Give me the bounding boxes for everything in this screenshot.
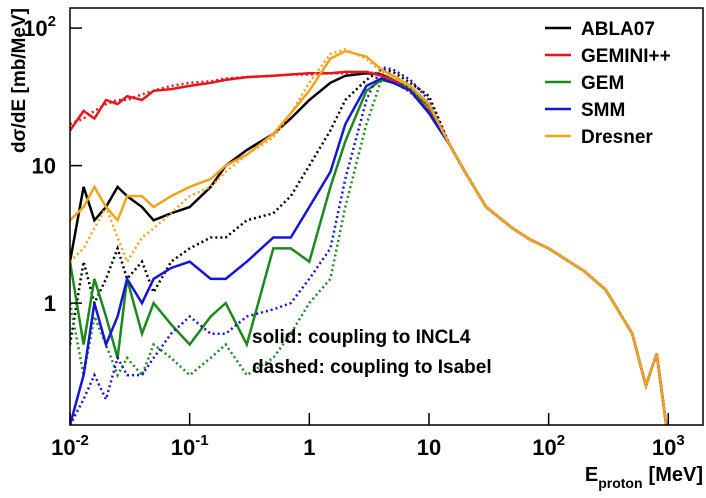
y-tick-label: 1 bbox=[44, 291, 56, 316]
y-tick-label: 102 bbox=[23, 13, 56, 41]
x-tick-label: 103 bbox=[652, 432, 685, 460]
x-title-unit: [MeV] bbox=[649, 464, 703, 486]
x-tick-label-exp: 3 bbox=[676, 432, 684, 449]
x-tick-label-exp: -2 bbox=[76, 432, 89, 449]
legend-label: Dresner bbox=[581, 127, 653, 148]
dotted-line bbox=[70, 48, 668, 425]
x-title-sub: proton bbox=[598, 475, 642, 491]
x-tick-label: 10 bbox=[417, 435, 441, 460]
dotted-line bbox=[70, 74, 668, 425]
annotation: dashed: coupling to Isabel bbox=[252, 357, 492, 378]
legend-label: GEMINI++ bbox=[581, 46, 671, 67]
legend-label: GEM bbox=[581, 73, 624, 94]
y-tick-label-exp: 2 bbox=[48, 13, 56, 30]
legend-label: SMM bbox=[581, 100, 625, 121]
x-tick-label-base: 10 bbox=[171, 435, 195, 460]
x-tick-label-base: 10 bbox=[51, 435, 75, 460]
x-tick-label: 10-1 bbox=[171, 432, 209, 460]
y-tick-label: 10 bbox=[32, 154, 56, 179]
y-axis-title: dσ/dE [mb/MeV] bbox=[9, 8, 30, 153]
legend-label: ABLA07 bbox=[581, 19, 655, 40]
x-tick-label-exp: 2 bbox=[557, 432, 565, 449]
solid-line bbox=[70, 49, 668, 425]
x-tick-label: 102 bbox=[532, 432, 565, 460]
x-tick-label: 1 bbox=[303, 435, 315, 460]
x-title-main: E bbox=[585, 464, 598, 486]
y-tick-label-base: 10 bbox=[23, 16, 47, 41]
frame bbox=[69, 7, 704, 426]
annotation: solid: coupling to INCL4 bbox=[252, 327, 471, 348]
plot-area bbox=[70, 48, 668, 425]
x-axis-title: Eproton [MeV] bbox=[585, 464, 703, 491]
x-tick-label-base: 10 bbox=[652, 435, 676, 460]
x-tick-label-base: 10 bbox=[532, 435, 556, 460]
dotted-line bbox=[70, 68, 668, 425]
x-tick-label: 10-2 bbox=[51, 432, 89, 460]
x-tick-label-exp: -1 bbox=[195, 432, 208, 449]
